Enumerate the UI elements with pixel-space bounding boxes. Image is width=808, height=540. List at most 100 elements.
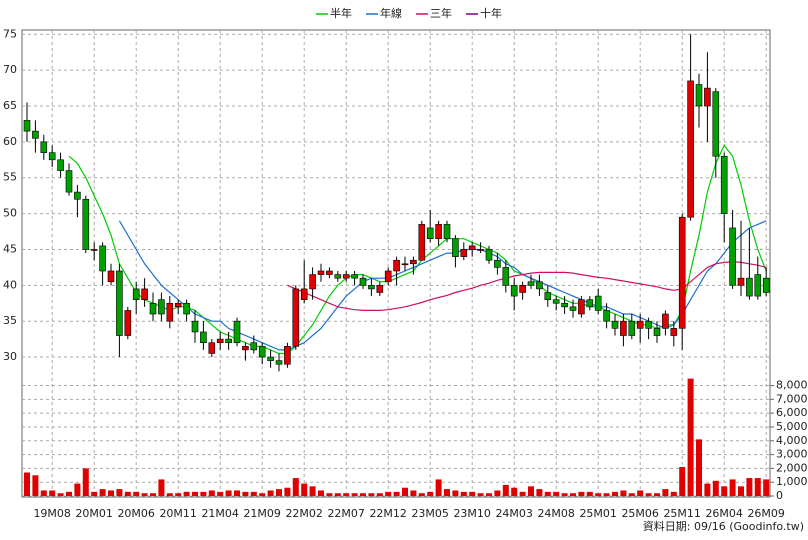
candle-body	[435, 224, 442, 240]
candle-body	[569, 306, 577, 311]
volume-bar	[662, 489, 669, 496]
volume-bar	[494, 490, 501, 496]
candle-body	[687, 80, 694, 218]
volume-bar	[351, 493, 358, 496]
volume-bar	[66, 491, 72, 496]
volume-bar	[124, 491, 131, 496]
volume-bar	[620, 490, 627, 496]
candle-body	[384, 270, 392, 283]
volume-bar	[444, 489, 450, 496]
volume-bar	[511, 487, 518, 496]
volume-bar	[586, 491, 593, 496]
volume-bar	[183, 491, 190, 496]
candle-body	[359, 277, 367, 286]
y2-tick-label: 3,000	[776, 448, 808, 461]
volume-bar	[763, 479, 770, 496]
volume-bar	[704, 483, 711, 496]
candle-body	[158, 299, 165, 315]
volume-bar	[234, 490, 240, 496]
y-tick-label: 70	[3, 63, 17, 76]
volume-bar	[267, 490, 274, 496]
candle-body	[233, 320, 241, 344]
volume-bar	[628, 493, 635, 496]
candle-body	[426, 227, 434, 240]
candle-body	[611, 320, 619, 329]
x-tick-label: 22M07	[327, 507, 365, 520]
source-note: 資料日期: 09/16 (Goodinfo.tw)	[643, 519, 804, 533]
candle-body	[200, 331, 207, 344]
y-tick-label: 65	[3, 99, 17, 112]
legend-label: 年線	[380, 6, 402, 20]
volume-bar	[334, 493, 341, 496]
candle-body	[208, 342, 216, 354]
candle-body	[82, 198, 90, 250]
volume-bar	[108, 490, 114, 496]
volume-bar	[553, 491, 560, 496]
volume-bar	[242, 491, 249, 496]
candle-body	[99, 245, 106, 272]
candle-body	[544, 292, 552, 300]
candle-body	[23, 120, 31, 132]
y2-tick-label: 6,000	[776, 406, 808, 419]
y-tick-label: 50	[3, 207, 17, 220]
candle-body	[561, 302, 568, 308]
candle-body	[586, 299, 594, 308]
volume-bar	[225, 490, 232, 496]
candle-body	[309, 274, 316, 290]
x-tick-label: 19M08	[33, 507, 71, 520]
volume-bar	[502, 484, 509, 496]
volume-bar	[99, 489, 106, 496]
candle-body	[418, 224, 426, 261]
candle-body	[737, 277, 745, 286]
candle-body	[443, 224, 451, 240]
candle-body	[720, 155, 728, 214]
candle-body	[174, 302, 182, 308]
legend-label: 三年	[430, 6, 452, 20]
volume-bar	[729, 479, 736, 496]
candle-body	[40, 141, 48, 153]
candle-body	[460, 249, 468, 257]
candle-body	[32, 130, 39, 139]
volume-bar	[24, 472, 30, 496]
x-tick-label: 23M05	[411, 507, 449, 520]
volume-bar	[368, 493, 375, 496]
volume-bar	[150, 493, 156, 496]
volume-bar	[158, 479, 165, 496]
volume-bar	[385, 491, 392, 496]
candle-body	[485, 249, 493, 261]
x-tick-label: 23M10	[453, 507, 491, 520]
y-tick-label: 45	[3, 242, 17, 255]
volume-bar	[452, 490, 459, 496]
legend-label: 半年	[330, 6, 352, 20]
volume-bar	[603, 493, 610, 496]
volume-bar	[200, 491, 207, 496]
candle-body	[124, 310, 132, 336]
x-tick-label: 21M09	[243, 507, 281, 520]
candle-body	[275, 360, 283, 365]
y2-tick-label: 5,000	[776, 420, 808, 433]
y-tick-label: 35	[3, 314, 17, 327]
volume-bar	[435, 479, 442, 496]
candle-body	[334, 274, 342, 279]
ma-line	[118, 220, 767, 351]
candle-body	[292, 288, 300, 347]
volume-bar	[427, 491, 434, 496]
y-tick-label: 30	[3, 350, 17, 363]
candle-body	[410, 259, 417, 265]
candle-body	[712, 91, 720, 157]
candle-body	[502, 267, 510, 286]
volume-bar	[284, 487, 291, 496]
candle-body	[250, 342, 258, 351]
volume-bar	[696, 439, 702, 496]
volume-bar	[259, 493, 266, 496]
candle-body	[166, 302, 174, 322]
candle-body	[494, 259, 501, 268]
volume-bar	[721, 486, 728, 496]
legend-label: 十年	[480, 6, 502, 20]
volume-bar	[49, 490, 56, 496]
candle-body	[645, 320, 652, 329]
volume-bar	[91, 491, 98, 496]
candle-body	[132, 288, 140, 300]
volume-bar	[544, 491, 551, 496]
